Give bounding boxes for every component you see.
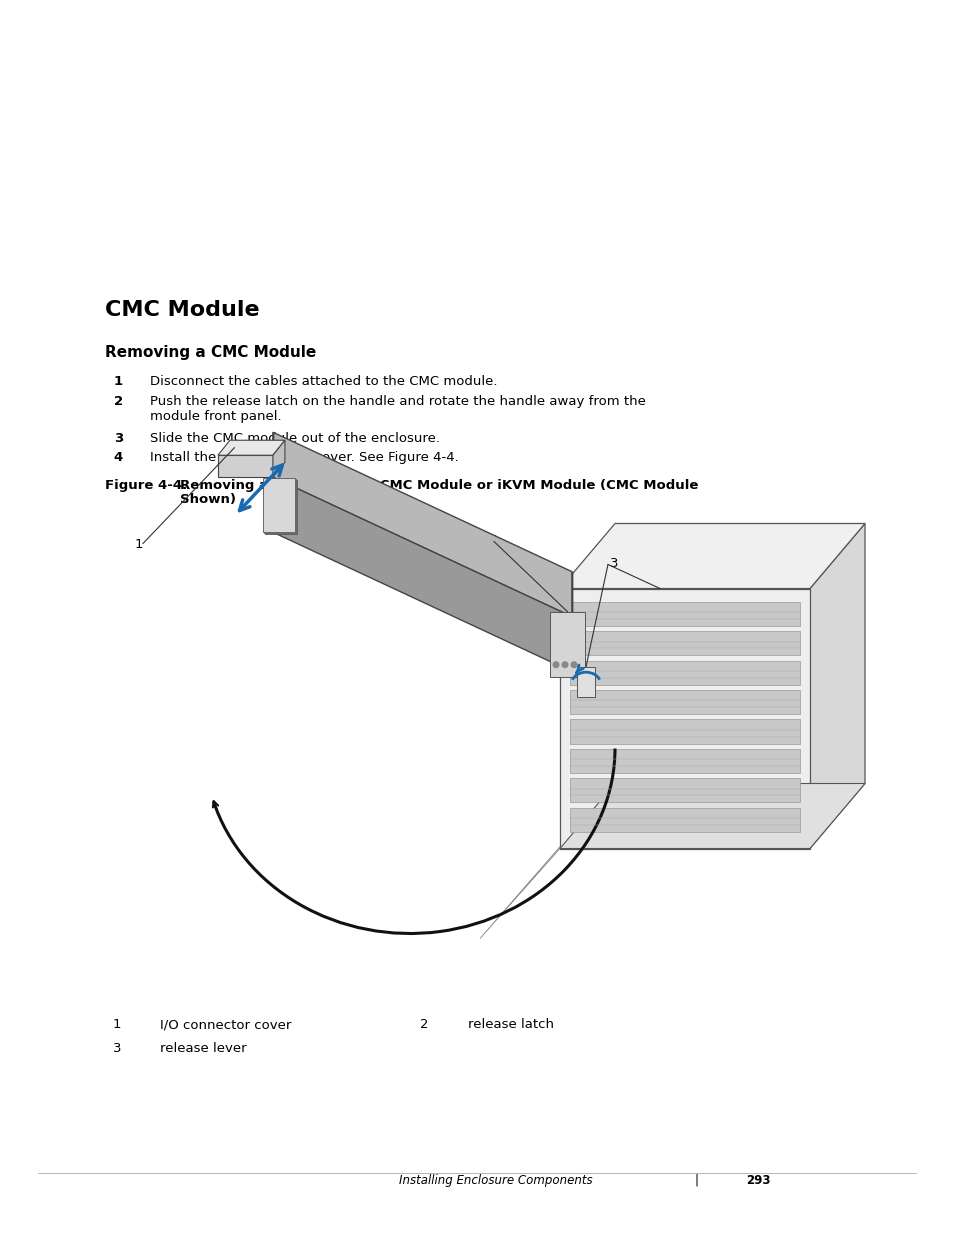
Text: 3: 3: [112, 1042, 121, 1056]
Polygon shape: [569, 748, 800, 773]
Text: 1: 1: [113, 375, 123, 388]
Polygon shape: [273, 432, 572, 616]
Text: Disconnect the cables attached to the CMC module.: Disconnect the cables attached to the CM…: [150, 375, 497, 388]
Text: Install the I/O connector cover. See Figure 4-4.: Install the I/O connector cover. See Fig…: [150, 451, 458, 464]
Polygon shape: [265, 479, 296, 535]
Text: 2: 2: [113, 394, 123, 408]
Polygon shape: [569, 808, 800, 832]
Text: |: |: [694, 1174, 698, 1187]
Circle shape: [561, 662, 567, 667]
Polygon shape: [559, 524, 864, 589]
Polygon shape: [559, 783, 864, 848]
Text: 2: 2: [490, 534, 498, 547]
Text: Removing and Installing a CMC Module or iKVM Module (CMC Module
Shown): Removing and Installing a CMC Module or …: [180, 478, 698, 506]
Polygon shape: [569, 661, 800, 684]
Text: 3: 3: [609, 557, 618, 569]
Polygon shape: [569, 690, 800, 714]
Polygon shape: [569, 601, 800, 626]
Text: CMC Module: CMC Module: [105, 300, 259, 320]
Polygon shape: [264, 479, 295, 534]
Polygon shape: [569, 778, 800, 803]
Text: 4: 4: [113, 451, 123, 464]
Text: 3: 3: [113, 431, 123, 445]
Polygon shape: [559, 589, 809, 848]
Text: 1: 1: [112, 1019, 121, 1031]
Text: 1: 1: [135, 538, 143, 552]
Polygon shape: [273, 477, 572, 672]
Circle shape: [553, 662, 558, 667]
Text: I/O connector cover: I/O connector cover: [160, 1019, 291, 1031]
Polygon shape: [479, 783, 615, 939]
Text: Removing a CMC Module: Removing a CMC Module: [105, 345, 315, 359]
Polygon shape: [809, 524, 864, 848]
Text: 2: 2: [419, 1019, 428, 1031]
Text: 293: 293: [745, 1174, 770, 1187]
Text: Installing Enclosure Components: Installing Enclosure Components: [399, 1174, 592, 1187]
Polygon shape: [217, 456, 273, 477]
Polygon shape: [550, 611, 584, 677]
Polygon shape: [577, 667, 595, 697]
Polygon shape: [273, 440, 285, 477]
Text: release latch: release latch: [468, 1019, 554, 1031]
Polygon shape: [569, 631, 800, 656]
Polygon shape: [569, 720, 800, 743]
Text: Figure 4-4.: Figure 4-4.: [105, 478, 187, 492]
Circle shape: [571, 662, 577, 667]
Text: Slide the CMC module out of the enclosure.: Slide the CMC module out of the enclosur…: [150, 431, 439, 445]
Polygon shape: [217, 440, 285, 456]
Text: release lever: release lever: [160, 1042, 247, 1056]
Text: Push the release latch on the handle and rotate the handle away from the
module : Push the release latch on the handle and…: [150, 394, 645, 422]
Polygon shape: [263, 478, 294, 532]
